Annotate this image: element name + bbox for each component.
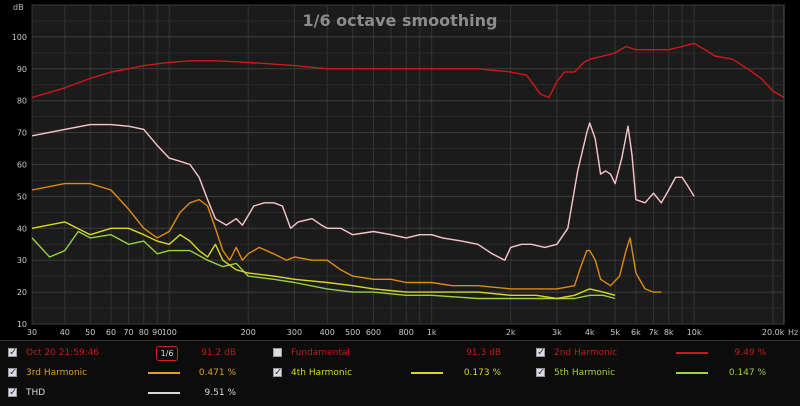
y-tick-label: 20 [17, 288, 27, 297]
x-axis-unit: Hz [788, 328, 798, 337]
series-oct-20-21-59-46 [31, 42, 785, 99]
series-4th-harmonic [31, 221, 616, 300]
y-tick-label: 30 [17, 256, 27, 265]
x-tick-label: 90 [152, 328, 162, 337]
legend-swatch [676, 372, 708, 374]
x-axis: 30 40 50 60 70 80 90 100 200 300 400 500 600 800 1k 2k 3… [27, 328, 785, 337]
legend-label: Fundamental [291, 348, 350, 358]
x-tick-label: 200 [241, 328, 256, 337]
series-lines [31, 42, 785, 300]
x-tick-label: 3k [552, 328, 562, 337]
y-tick-label: 80 [17, 97, 27, 106]
legend-swatch [148, 392, 180, 394]
legend-value: 91.3 dB [466, 348, 501, 358]
x-tick-label: 30 [27, 328, 37, 337]
legend-value: 0.147 % [728, 368, 766, 378]
chart-title: 1/6 octave smoothing [303, 11, 498, 30]
legend-item-3rd-harmonic[interactable]: 3rd Harmonic 0.471 % [8, 363, 248, 383]
legend-label: Oct 20 21:59:46 [26, 348, 100, 358]
y-tick-label: 100 [12, 33, 27, 42]
x-tick-label: 4k [585, 328, 595, 337]
y-axis-unit: dB [13, 3, 24, 12]
checkbox[interactable] [8, 363, 17, 383]
y-tick-label: 10 [17, 320, 27, 329]
x-tick-label: 5k [610, 328, 620, 337]
checkbox[interactable] [273, 363, 282, 383]
x-tick-label: 60 [106, 328, 116, 337]
x-tick-label: 40 [60, 328, 70, 337]
checkbox[interactable] [536, 343, 545, 363]
legend-item-thd[interactable]: THD 9.51 % [8, 383, 248, 403]
x-tick-label: 300 [287, 328, 302, 337]
series-thd [31, 122, 695, 261]
x-tick-label: 400 [320, 328, 335, 337]
x-tick-label: 6k [631, 328, 641, 337]
legend-value: 0.173 % [463, 368, 501, 378]
x-tick-label: 10k [687, 328, 702, 337]
series-5th-harmonic [31, 230, 616, 300]
x-tick-label: 80 [139, 328, 149, 337]
checkbox[interactable] [273, 348, 282, 357]
legend-item-5th-harmonic[interactable]: 5th Harmonic 0.147 % [536, 363, 776, 383]
y-tick-label: 60 [17, 161, 27, 170]
y-tick-label: 90 [17, 65, 27, 74]
checkbox[interactable] [8, 383, 17, 403]
x-tick-label: 500 [345, 328, 360, 337]
legend-label: 5th Harmonic [554, 368, 616, 378]
legend-swatch [676, 352, 708, 354]
legend-label: THD [26, 388, 46, 398]
legend-item-2nd-harmonic[interactable]: 2nd Harmonic 9.49 % [536, 343, 776, 363]
y-tick-label: 70 [17, 129, 27, 138]
x-tick-label: 1k [427, 328, 437, 337]
grid [31, 4, 785, 325]
legend-item-measurement[interactable]: Oct 20 21:59:46 1/6 91.2 dB [8, 343, 248, 363]
y-tick-label: 40 [17, 224, 27, 233]
series-3rd-harmonic [31, 182, 662, 293]
legend-item-4th-harmonic[interactable]: 4th Harmonic 0.173 % [273, 363, 513, 383]
x-tick-label: 2k [506, 328, 516, 337]
legend-swatch [148, 372, 180, 374]
legend-item-fundamental[interactable]: Fundamental 91.3 dB [273, 343, 513, 363]
legend-label: 4th Harmonic [291, 368, 353, 378]
y-axis: 10 20 30 40 50 60 70 80 90 100 [12, 33, 27, 329]
x-tick-label: 800 [399, 328, 414, 337]
x-tick-label: 50 [85, 328, 95, 337]
legend-panel: Oct 20 21:59:46 1/6 91.2 dB Fundamental … [0, 340, 800, 406]
checkbox[interactable] [536, 363, 545, 383]
legend-value: 9.51 % [204, 388, 236, 398]
legend-label: 3rd Harmonic [26, 368, 88, 378]
smoothing-badge[interactable]: 1/6 [156, 346, 178, 361]
legend-swatch [411, 372, 443, 374]
x-tick-label: 600 [366, 328, 381, 337]
x-tick-label: 7k [649, 328, 659, 337]
legend-value: 91.2 dB [201, 348, 236, 358]
x-tick-label: 20.0k [762, 328, 785, 337]
x-tick-label: 8k [664, 328, 674, 337]
legend-label: 2nd Harmonic [554, 348, 618, 358]
legend-value: 9.49 % [734, 348, 766, 358]
x-tick-label: 70 [123, 328, 133, 337]
y-tick-label: 50 [17, 192, 27, 201]
legend-value: 0.471 % [198, 368, 236, 378]
x-tick-label: 100 [162, 328, 177, 337]
checkbox[interactable] [8, 343, 17, 363]
